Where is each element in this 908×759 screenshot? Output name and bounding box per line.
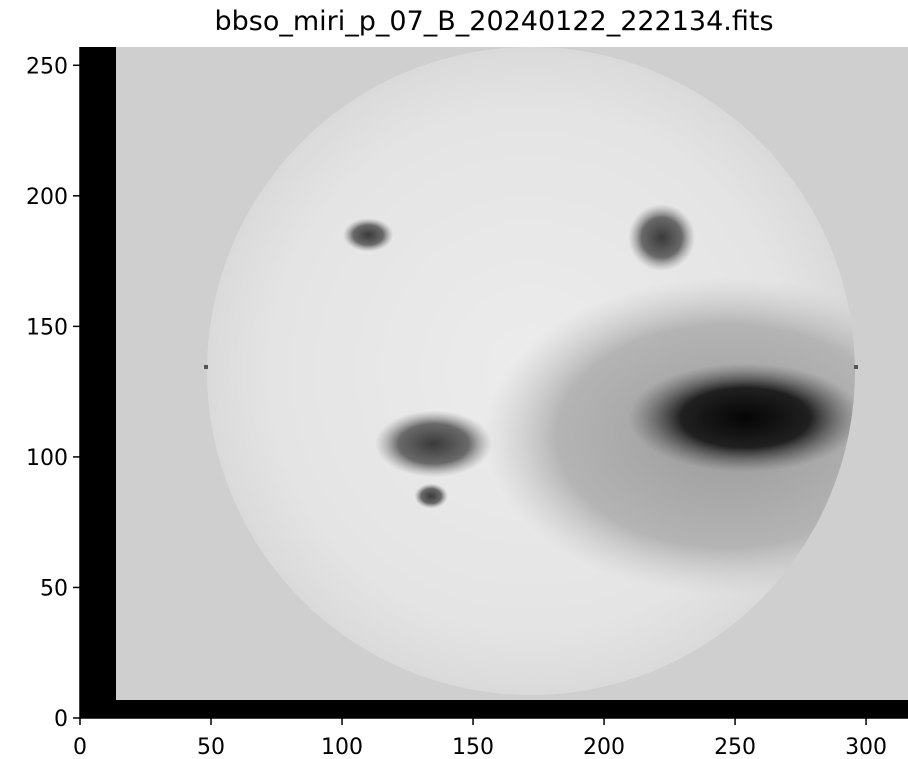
- y-tick-label: 100: [26, 446, 68, 471]
- sunspot-group-left: [375, 410, 493, 478]
- x-tick-label: 50: [197, 735, 225, 759]
- faint-spot: [343, 218, 394, 252]
- y-tick-label: 0: [54, 707, 68, 732]
- spot-top: [628, 204, 696, 272]
- black-frame-bottom: [80, 700, 908, 718]
- y-axis-ticks: 0 50 100 150 200 250: [26, 54, 80, 732]
- plot-title: bbso_miri_p_07_B_20240122_222134.fits: [214, 6, 774, 37]
- x-tick-label: 0: [73, 735, 87, 759]
- black-frame-left: [80, 47, 116, 718]
- limb-marker: [854, 365, 858, 369]
- x-axis-ticks: 0 50 100 150 200 250 300: [73, 718, 887, 759]
- x-tick-label: 300: [845, 735, 887, 759]
- x-tick-label: 200: [583, 735, 625, 759]
- small-spot: [414, 483, 448, 509]
- image-layer: [80, 47, 908, 718]
- x-tick-label: 250: [714, 735, 756, 759]
- y-tick-label: 150: [26, 315, 68, 340]
- x-tick-label: 100: [321, 735, 363, 759]
- x-tick-label: 150: [452, 735, 494, 759]
- y-tick-label: 250: [26, 54, 68, 79]
- limb-marker: [204, 365, 208, 369]
- large-sunspot: [628, 363, 855, 473]
- y-tick-label: 200: [26, 185, 68, 210]
- y-tick-label: 50: [40, 576, 68, 601]
